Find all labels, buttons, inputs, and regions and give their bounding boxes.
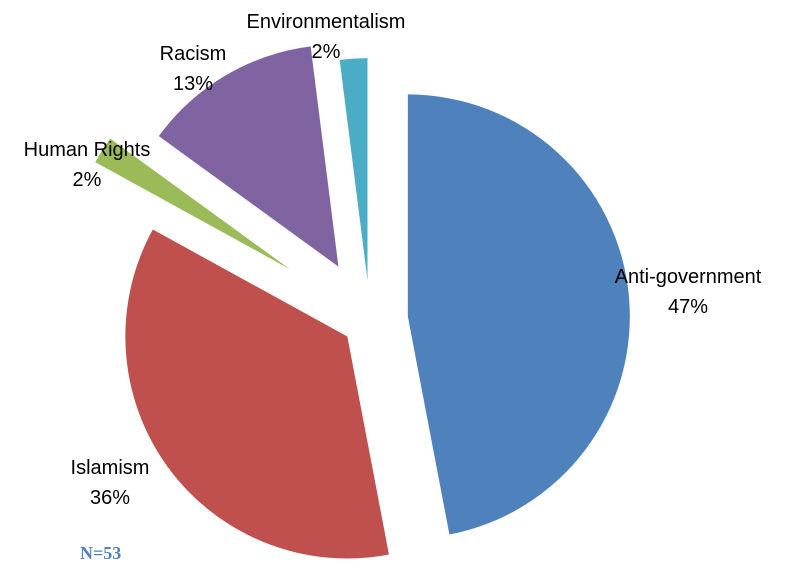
slice-category-text: Islamism [71,457,150,479]
slice-label-environmentalism: Environmentalism 2% [247,11,406,63]
slice-category-text: Racism [160,43,227,65]
pie-slice-human-rights [95,138,290,270]
slice-label-racism: Racism 13% [160,43,227,95]
slice-label-islamism: Islamism 36% [71,457,150,509]
slice-label-human-rights: Human Rights 2% [24,139,151,191]
slice-percent-text: 2% [73,169,102,191]
pie-slice-anti-government [407,94,630,535]
slice-label-anti-government: Anti-government 47% [615,266,762,318]
pie-slice-islamism [125,229,389,559]
slice-category-text: Human Rights [24,139,151,161]
pie-slice-racism [158,46,339,267]
slice-percent-text: 2% [312,41,341,63]
pie-slice-environmentalism [339,58,368,281]
slice-percent-text: 13% [173,73,213,95]
slice-percent-text: 36% [90,487,130,509]
sample-size-note: N=53 [80,543,122,563]
slice-percent-text: 47% [668,296,708,318]
slice-category-text: Environmentalism [247,11,406,33]
slice-category-text: Anti-government [615,266,762,288]
